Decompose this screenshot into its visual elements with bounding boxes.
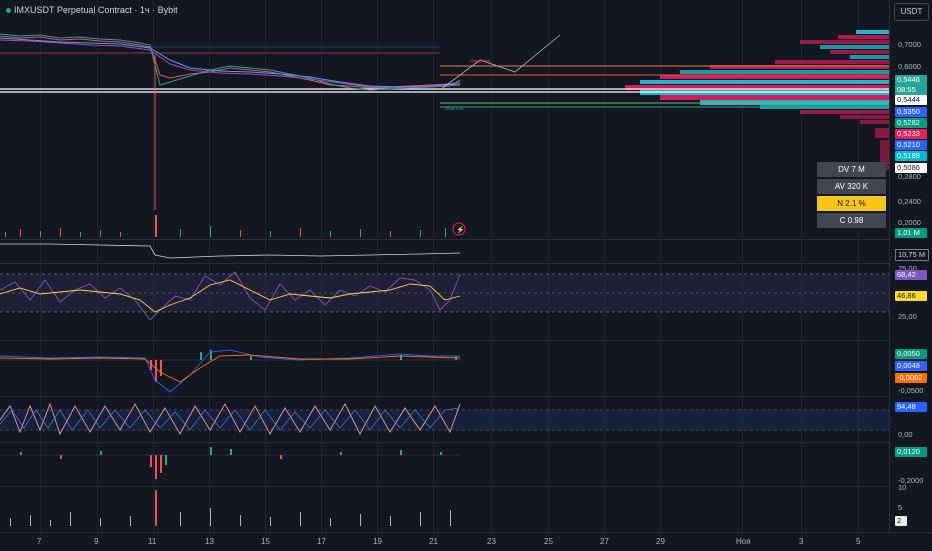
stat-n: N 2.1 % (817, 196, 886, 211)
time-axis-label: 13 (205, 537, 214, 546)
time-axis-label: 29 (656, 537, 665, 546)
grid-line (858, 0, 859, 532)
grid-line (97, 0, 98, 532)
time-axis-label: 7 (37, 537, 42, 546)
stat-av: AV 320 K (817, 179, 886, 194)
macd-line-tag: 0,0048 (895, 361, 927, 371)
volume-tag: 1,01 M (895, 228, 927, 238)
time-axis-label: 11 (148, 537, 157, 546)
price-tag: 0,5282 (895, 118, 927, 128)
grid-line (209, 0, 210, 532)
pane-separator[interactable] (0, 340, 890, 341)
countdown-tag: 08:55 (895, 85, 927, 95)
pane-separator[interactable] (0, 263, 890, 264)
price-tag: 0,5446 (895, 75, 927, 85)
time-axis-label: Ноя (736, 537, 751, 546)
stat-dv: DV 7 M (817, 162, 886, 177)
grid-line (433, 0, 434, 532)
grid-line (377, 0, 378, 532)
grid-line (153, 0, 154, 532)
price-axis-label: 0,2400 (898, 197, 921, 206)
time-axis-label: 27 (600, 537, 609, 546)
price-tag: 0,5444 (895, 95, 927, 105)
swing-high-label: Swing High (470, 58, 490, 63)
status-dot-icon (6, 8, 11, 14)
grid-line (491, 0, 492, 532)
time-axis-label: 9 (94, 537, 99, 546)
ao-axis-label: -0,2000 (898, 476, 924, 485)
vol2-tag: 2 (895, 516, 907, 526)
time-axis[interactable]: 7 9 11 13 15 17 19 21 23 25 27 29 Ноя 3 … (0, 532, 932, 551)
grid-line (548, 0, 549, 532)
vol2-axis-label: 10 (898, 483, 907, 492)
obv-tag: 10,75 M (895, 249, 929, 261)
grid-line (321, 0, 322, 532)
price-axis-label: 0,2000 (898, 218, 921, 227)
grid-line (660, 0, 661, 532)
price-axis-label: 0,2800 (898, 172, 921, 181)
time-axis-label: 5 (856, 537, 861, 546)
volume-profile (625, 30, 890, 170)
rsi-axis-label: 75,00 (898, 264, 917, 273)
volume-bars (5, 215, 446, 237)
vol2-axis-label: 5 (898, 503, 903, 512)
grid-line (265, 0, 266, 532)
currency-button[interactable]: USDT (894, 3, 929, 21)
time-axis-label: 23 (487, 537, 496, 546)
time-axis-label: 3 (799, 537, 804, 546)
bolt-icon (452, 222, 466, 236)
svg-text:⚡: ⚡ (456, 225, 465, 234)
rsi-axis-label: 25,00 (898, 312, 917, 321)
grid-line (801, 0, 802, 532)
symbol-title-text: IMXUSDT Perpetual Contract · 1ч · Bybit (14, 5, 178, 15)
price-tag: 0,5086 (895, 163, 927, 173)
price-axis-label: 0,7000 (898, 40, 921, 49)
volume2-bars (10, 490, 451, 526)
stoch-axis-label: 0,00 (898, 430, 913, 439)
rsi-tag: 68,42 (895, 270, 927, 280)
price-tag: 0,5350 (895, 107, 927, 117)
macd-hist-tag: 0,0050 (895, 349, 927, 359)
time-axis-label: 19 (373, 537, 382, 546)
time-axis-label: 25 (544, 537, 553, 546)
weak-low-label: Weak Low (445, 106, 464, 111)
price-axis-label: 0,6000 (898, 62, 921, 71)
time-axis-label: 15 (261, 537, 270, 546)
rsi-signal-tag: 46,86 (895, 291, 927, 301)
price-tag: 0,5210 (895, 140, 927, 150)
price-tag: 0,5189 (895, 151, 927, 161)
pane-separator[interactable] (0, 239, 890, 240)
time-axis-label: 17 (317, 537, 326, 546)
price-tag: 0,5233 (895, 129, 927, 139)
macd-axis-label: -0,0500 (898, 386, 924, 395)
grid-line (40, 0, 41, 532)
symbol-title[interactable]: IMXUSDT Perpetual Contract · 1ч · Bybit (6, 5, 178, 15)
pane-separator[interactable] (0, 442, 890, 443)
chart-svg: Swing High Weak Low ⚡ (0, 30, 890, 526)
ao-tag: 0,0120 (895, 447, 927, 457)
stat-c: C 0.98 (817, 213, 886, 228)
macd-signal-tag: -0,0002 (895, 373, 927, 383)
pane-separator[interactable] (0, 396, 890, 397)
ao-hist (20, 447, 442, 479)
pane-separator[interactable] (0, 486, 890, 487)
chart-area[interactable]: Swing High Weak Low ⚡ (0, 0, 890, 532)
stoch-tag: 94,48 (895, 402, 927, 412)
grid-line (604, 0, 605, 532)
grid-line (742, 0, 743, 532)
time-axis-label: 21 (429, 537, 438, 546)
